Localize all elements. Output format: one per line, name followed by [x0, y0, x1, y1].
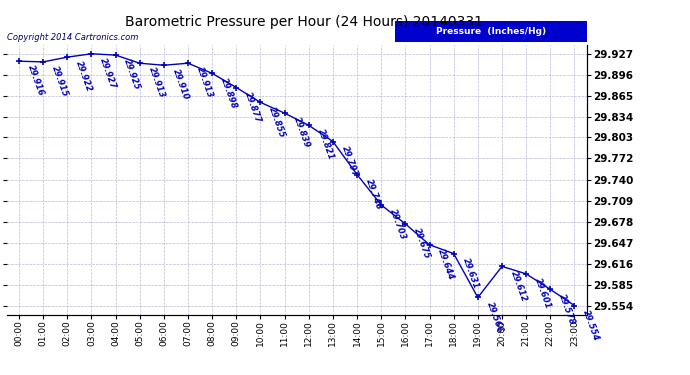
FancyBboxPatch shape [395, 21, 586, 42]
Text: 29.910: 29.910 [171, 68, 190, 102]
Text: 29.631: 29.631 [461, 256, 480, 290]
Text: 29.877: 29.877 [244, 90, 263, 124]
Text: 29.797: 29.797 [340, 144, 359, 178]
Text: 29.925: 29.925 [123, 58, 142, 92]
Text: Copyright 2014 Cartronics.com: Copyright 2014 Cartronics.com [7, 33, 138, 42]
Text: 29.703: 29.703 [388, 208, 408, 242]
Text: Barometric Pressure per Hour (24 Hours) 20140331: Barometric Pressure per Hour (24 Hours) … [125, 15, 482, 29]
Text: 29.913: 29.913 [147, 66, 166, 100]
Text: 29.927: 29.927 [99, 57, 118, 90]
Text: 29.913: 29.913 [195, 66, 215, 100]
Text: 29.675: 29.675 [413, 226, 432, 260]
Text: 29.821: 29.821 [316, 128, 335, 162]
Text: 29.612: 29.612 [509, 269, 529, 303]
Text: 29.839: 29.839 [292, 116, 311, 150]
Text: 29.554: 29.554 [582, 308, 601, 342]
Text: 29.644: 29.644 [437, 248, 456, 281]
Text: 29.922: 29.922 [75, 60, 94, 93]
Text: Pressure  (Inches/Hg): Pressure (Inches/Hg) [436, 27, 546, 36]
Text: 29.855: 29.855 [268, 105, 287, 139]
Text: 29.578: 29.578 [558, 292, 577, 326]
Text: 29.566: 29.566 [485, 300, 504, 334]
Text: 29.915: 29.915 [50, 64, 70, 98]
Text: 29.601: 29.601 [533, 277, 553, 310]
Text: 29.748: 29.748 [364, 177, 384, 211]
Text: 29.898: 29.898 [219, 76, 239, 110]
Text: 29.916: 29.916 [26, 64, 46, 98]
